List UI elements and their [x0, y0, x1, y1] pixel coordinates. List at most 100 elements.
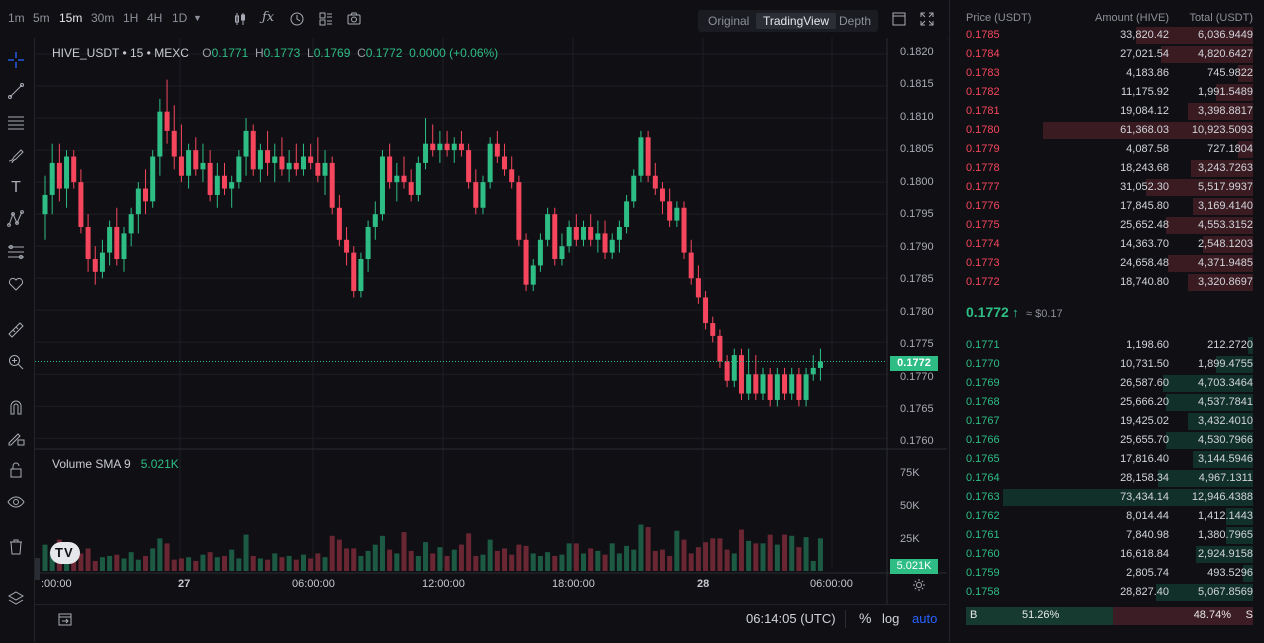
ask-row[interactable]: 0.1777 31,052.30 5,517.9937 [950, 178, 1264, 197]
tab-original[interactable]: Original [708, 14, 750, 28]
interval-1d[interactable]: 1D [172, 11, 188, 25]
ask-price: 0.1778 [966, 162, 1000, 174]
bid-row[interactable]: 0.1758 28,827.40 5,067.8569 [950, 583, 1264, 602]
ask-row[interactable]: 0.1774 14,363.70 2,548.1203 [950, 235, 1264, 254]
interval-30m[interactable]: 30m [91, 11, 115, 25]
interval-4h[interactable]: 4H [147, 11, 163, 25]
ask-total: 5,517.9937 [1197, 181, 1253, 193]
ask-total: 3,398.8817 [1197, 105, 1253, 117]
ask-row[interactable]: 0.1784 27,021.54 4,820.6427 [950, 45, 1264, 64]
volume-bar [552, 555, 558, 571]
interval-1m[interactable]: 1m [8, 11, 25, 25]
ask-row[interactable]: 0.1779 4,087.58 727.1804 [950, 140, 1264, 159]
ask-row[interactable]: 0.1775 25,652.48 4,553.3152 [950, 216, 1264, 235]
brush-icon[interactable] [7, 146, 25, 164]
volume-bar [372, 544, 378, 571]
volume-bar [229, 549, 235, 571]
volume-bar [257, 558, 263, 571]
trash-icon[interactable] [7, 538, 25, 556]
pattern-icon[interactable] [7, 210, 25, 228]
layers-icon[interactable] [7, 590, 25, 608]
interval-1h[interactable]: 1H [123, 11, 139, 25]
ask-row[interactable]: 0.1772 18,740.80 3,320.8697 [950, 273, 1264, 292]
bid-row[interactable]: 0.1760 16,618.84 2,924.9158 [950, 545, 1264, 564]
candle-body [774, 374, 780, 400]
bid-price: 0.1764 [966, 472, 1000, 484]
volume-bar [293, 559, 299, 571]
bid-row[interactable]: 0.1763 73,434.14 12,946.4388 [950, 488, 1264, 507]
tradingview-logo[interactable]: T V [50, 542, 80, 564]
fib-icon[interactable] [7, 114, 25, 132]
ask-row[interactable]: 0.1785 33,820.42 6,036.9449 [950, 26, 1264, 45]
interval-15m[interactable]: 15m [59, 11, 83, 25]
volume-bar [645, 527, 651, 571]
magnet-icon[interactable] [7, 398, 25, 416]
ask-row[interactable]: 0.1780 61,368.03 10,923.5093 [950, 121, 1264, 140]
bid-row[interactable]: 0.1761 7,840.98 1,380.7965 [950, 526, 1264, 545]
candle-body [796, 374, 802, 400]
date-range-icon[interactable] [57, 611, 73, 627]
candle-body [308, 156, 314, 163]
heart-icon[interactable] [7, 275, 25, 293]
chart-canvas [35, 38, 947, 604]
chevron-down-icon[interactable]: ▼ [193, 13, 202, 23]
bid-row[interactable]: 0.1769 26,587.60 4,703.3464 [950, 374, 1264, 393]
log-scale-toggle[interactable]: log [882, 611, 900, 626]
ask-row[interactable]: 0.1776 17,845.80 3,169.4140 [950, 197, 1264, 216]
candle-body [466, 150, 472, 183]
candles-icon[interactable] [233, 12, 247, 26]
candle-body [257, 150, 263, 170]
ruler-icon[interactable] [7, 321, 25, 339]
bid-row[interactable]: 0.1766 25,655.70 4,530.7966 [950, 431, 1264, 450]
utc-clock[interactable]: 06:14:05 (UTC) [746, 611, 836, 626]
layout-icon[interactable] [319, 12, 333, 26]
pencil-lock-icon[interactable] [7, 429, 25, 447]
trend-line-icon[interactable] [7, 82, 25, 100]
candle-body [451, 143, 457, 151]
eye-icon[interactable] [7, 493, 25, 511]
volume-bar [315, 553, 321, 571]
volume-bar [566, 543, 572, 571]
bid-row[interactable]: 0.1765 17,816.40 3,144.5946 [950, 450, 1264, 469]
projection-icon[interactable] [7, 243, 25, 261]
window-icon[interactable] [892, 12, 906, 26]
tab-depth[interactable]: Depth [839, 14, 872, 28]
bid-row[interactable]: 0.1764 28,158.34 4,967.1311 [950, 469, 1264, 488]
auto-scale-toggle[interactable]: auto [912, 611, 938, 626]
tab-tradingview[interactable]: TradingView [756, 13, 837, 29]
high-label: H [254, 46, 264, 60]
fx-icon[interactable]: ƒx [262, 10, 275, 25]
volume-tick: 25K [900, 533, 920, 545]
volume-bar [466, 533, 472, 571]
ask-row[interactable]: 0.1782 11,175.92 1,991.5489 [950, 83, 1264, 102]
candle-body [724, 361, 730, 381]
settings-gear-icon[interactable] [912, 578, 926, 592]
crosshair-icon[interactable] [7, 51, 25, 69]
sell-percent: 48.74% [1193, 609, 1231, 621]
text-tool-icon[interactable]: T [11, 179, 21, 196]
bid-row[interactable]: 0.1767 19,425.02 3,432.4010 [950, 412, 1264, 431]
candle-body [143, 188, 149, 202]
ask-row[interactable]: 0.1773 24,658.48 4,371.9485 [950, 254, 1264, 273]
panel-collapse-handle[interactable] [35, 558, 40, 580]
last-price-row: 0.1772 ↑ ≈ $0.17 [966, 304, 1063, 320]
ask-price: 0.1782 [966, 86, 1000, 98]
lock-icon[interactable] [7, 461, 25, 479]
bid-total: 5,067.8569 [1197, 586, 1253, 598]
bid-row[interactable]: 0.1770 10,731.50 1,899.4755 [950, 355, 1264, 374]
alert-icon[interactable] [290, 12, 304, 26]
bid-total: 3,144.5946 [1197, 453, 1253, 465]
ask-row[interactable]: 0.1781 19,084.12 3,398.8817 [950, 102, 1264, 121]
bid-row[interactable]: 0.1768 25,666.20 4,537.7841 [950, 393, 1264, 412]
ask-row[interactable]: 0.1778 18,243.68 3,243.7263 [950, 159, 1264, 178]
interval-5m[interactable]: 5m [33, 11, 50, 25]
bid-row[interactable]: 0.1762 8,014.44 1,412.1443 [950, 507, 1264, 526]
bid-row[interactable]: 0.1771 1,198.60 212.2720 [950, 336, 1264, 355]
zoom-in-icon[interactable] [7, 353, 25, 371]
price-chart[interactable]: HIVE_USDT • 15 • MEXC O0.1771 H0.1773 L0… [35, 38, 947, 604]
fullscreen-icon[interactable] [920, 12, 934, 26]
ask-row[interactable]: 0.1783 4,183.86 745.9822 [950, 64, 1264, 83]
bid-row[interactable]: 0.1759 2,805.74 493.5296 [950, 564, 1264, 583]
camera-icon[interactable] [347, 12, 361, 26]
percent-scale-toggle[interactable]: % [859, 610, 872, 626]
